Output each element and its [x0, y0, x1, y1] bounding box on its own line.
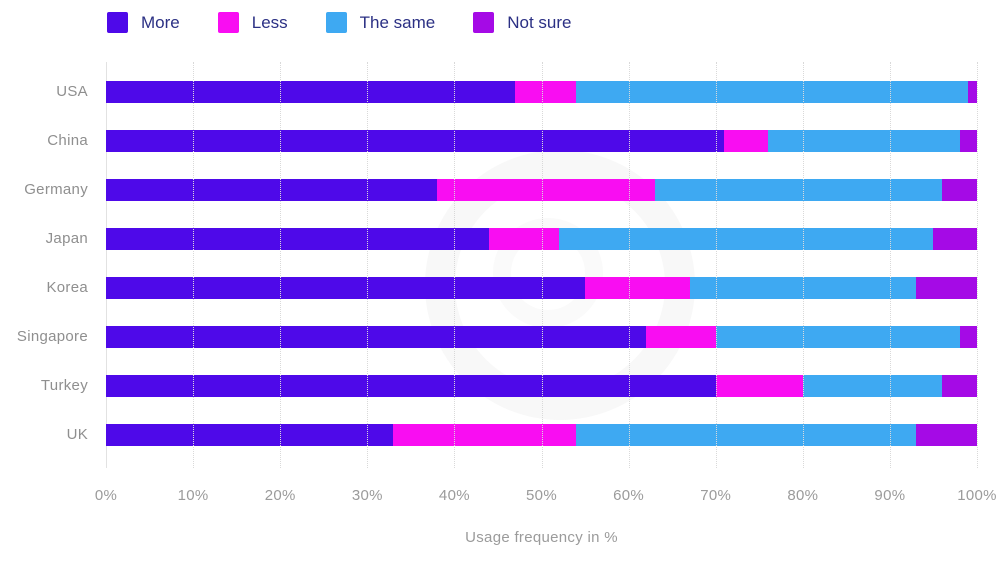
stacked-bar	[106, 228, 977, 250]
x-tick-label: 90%	[874, 487, 906, 504]
legend-label: The same	[359, 12, 436, 32]
category-label: Germany	[24, 181, 88, 198]
gridline	[280, 62, 282, 468]
gridline	[541, 62, 543, 468]
gridline	[715, 62, 717, 468]
bar-segment-not-sure	[968, 81, 977, 103]
legend: More Less The same Not sure	[107, 12, 572, 33]
bar-segment-not-sure	[959, 326, 977, 348]
legend-swatch-icon	[107, 12, 128, 33]
bar-segment-more	[106, 277, 586, 299]
bar-segment-not-sure	[916, 424, 977, 446]
bar-segment-the-same	[767, 130, 960, 152]
x-tick-label: 40%	[438, 487, 470, 504]
bar-segment-not-sure	[916, 277, 977, 299]
gridline	[802, 62, 804, 468]
gridline	[977, 62, 978, 468]
legend-item-3: Not sure	[473, 12, 572, 33]
bar-segment-less	[724, 130, 768, 152]
bar-rows: USA China Germany Japan Korea Singapore Turkey…	[17, 62, 977, 468]
bar-row: Turkey	[41, 356, 977, 405]
x-tick-label: 60%	[613, 487, 645, 504]
x-tick-label: 70%	[700, 487, 732, 504]
x-tick-label: 20%	[264, 487, 296, 504]
legend-item-1: Less	[217, 12, 288, 33]
category-label: China	[47, 132, 88, 149]
x-axis-ticks: 0% 10% 20% 30% 40% 50% 60% 70% 80% 90% 100%	[95, 487, 997, 505]
x-tick-label: 80%	[787, 487, 819, 504]
bar-segment-less	[436, 179, 655, 201]
legend-label: Not sure	[507, 12, 572, 32]
stacked-bar	[106, 130, 977, 152]
bar-segment-not-sure	[942, 179, 977, 201]
legend-swatch-icon	[325, 12, 347, 33]
gridline	[454, 62, 456, 468]
bar-segment-more	[106, 424, 394, 446]
bar-segment-not-sure	[942, 375, 977, 397]
bar-segment-the-same	[689, 277, 917, 299]
bar-row: Germany	[24, 160, 977, 209]
bar-segment-not-sure	[959, 130, 977, 152]
legend-item-2: The same	[325, 12, 436, 33]
bar-row: Singapore	[17, 307, 977, 356]
bar-segment-less	[585, 277, 690, 299]
plot-area: USA China Germany Japan Korea Singapore Turkey…	[17, 62, 978, 468]
bar-row: USA	[56, 62, 977, 111]
stacked-bar	[106, 81, 977, 103]
category-label: Singapore	[16, 328, 88, 345]
bar-segment-more	[106, 130, 725, 152]
bar-segment-less	[393, 424, 577, 446]
stacked-bar	[106, 326, 977, 348]
bar-row: Japan	[46, 209, 977, 258]
legend-item-0: More	[107, 12, 180, 33]
category-label: USA	[56, 83, 88, 100]
bar-segment-not-sure	[933, 228, 977, 250]
bar-segment-more	[106, 228, 490, 250]
bar-segment-the-same	[576, 81, 969, 103]
category-label: Korea	[46, 279, 88, 296]
gridline	[628, 62, 630, 468]
stacked-bar	[106, 179, 977, 201]
bar-segment-more	[106, 326, 647, 348]
bar-segment-the-same	[802, 375, 943, 397]
x-tick-label: 50%	[526, 487, 557, 504]
legend-swatch-icon	[473, 12, 495, 33]
bar-segment-less	[515, 81, 577, 103]
category-label: Japan	[45, 230, 88, 247]
x-tick-label: 10%	[177, 487, 209, 504]
x-axis-title: Usage frequency in %	[465, 529, 618, 546]
stacked-bar	[106, 277, 977, 299]
bar-segment-less	[715, 375, 803, 397]
stacked-bar	[106, 375, 977, 397]
gridline	[889, 62, 891, 468]
x-tick-label: 100%	[957, 487, 997, 504]
legend-label: Less	[251, 12, 288, 32]
category-label: Turkey	[40, 377, 88, 394]
legend-swatch-icon	[217, 12, 239, 33]
gridline	[193, 62, 195, 468]
bar-segment-the-same	[558, 228, 934, 250]
x-tick-label: 0%	[94, 487, 118, 504]
bar-row: China	[47, 111, 977, 160]
bar-segment-less	[489, 228, 559, 250]
legend-label: More	[141, 12, 180, 32]
bar-segment-more	[106, 81, 516, 103]
bar-row: UK	[67, 405, 977, 454]
gridline	[367, 62, 369, 468]
bar-segment-the-same	[654, 179, 943, 201]
stacked-bar	[106, 424, 977, 446]
bar-segment-more	[106, 179, 437, 201]
bar-segment-more	[106, 375, 716, 397]
category-label: UK	[66, 426, 88, 443]
x-tick-label: 30%	[351, 487, 383, 504]
bar-segment-less	[646, 326, 716, 348]
bar-row: Korea	[46, 258, 977, 307]
y-axis-line	[106, 62, 107, 468]
bar-segment-the-same	[715, 326, 960, 348]
bar-segment-the-same	[576, 424, 917, 446]
